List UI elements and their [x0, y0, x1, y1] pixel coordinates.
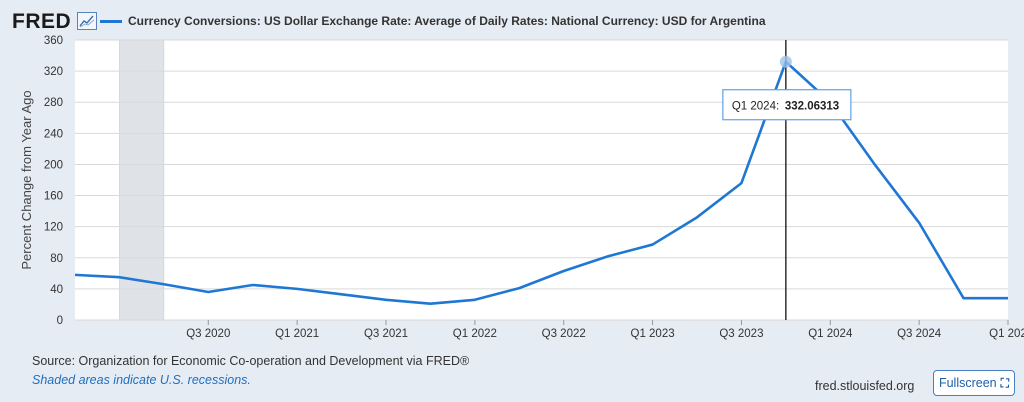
- fullscreen-button[interactable]: Fullscreen ⛶: [933, 370, 1015, 396]
- fullscreen-label: Fullscreen: [938, 376, 997, 390]
- x-tick-label: Q3 2021: [364, 328, 408, 340]
- x-tick-label: Q1 2022: [453, 328, 497, 340]
- chart-header: FRED Currency Conversions: US Dollar Exc…: [0, 0, 1024, 44]
- x-tick-label: Q3 2022: [542, 328, 586, 340]
- expand-icon: ⛶: [1000, 375, 1010, 390]
- plot-area: [75, 40, 1008, 320]
- source-note: Source: Organization for Economic Co-ope…: [32, 354, 470, 368]
- series-line: [74, 60, 1008, 305]
- y-tick-label: 80: [50, 253, 63, 265]
- y-tick-label: 40: [50, 284, 63, 296]
- line-chart[interactable]: 0 40 80 120 160 200 240 280 320 360 Q3 2020 Q1 2021…: [0, 30, 1024, 350]
- x-tick-label: Q3 2020: [186, 328, 230, 340]
- x-tick-label: Q1 2024: [808, 328, 853, 340]
- y-axis-label: Percent Change from Year Ago: [19, 90, 34, 269]
- recession-note[interactable]: Shaded areas indicate U.S. recessions.: [32, 373, 251, 387]
- x-tick-label: Q3 2023: [719, 328, 763, 340]
- y-tick-label: 160: [44, 191, 63, 203]
- y-tick-label: 280: [44, 97, 63, 109]
- legend-swatch: [100, 19, 122, 23]
- chart-legend: Currency Conversions: US Dollar Exchange…: [100, 14, 766, 28]
- x-tick-label: Q3 2024: [897, 328, 942, 340]
- y-tick-label: 0: [57, 315, 63, 327]
- x-tick-label: Q1 202: [989, 328, 1024, 340]
- y-tick-label: 320: [44, 66, 63, 78]
- tooltip-box: [722, 89, 852, 121]
- site-url: fred.stlouisfed.org: [815, 379, 915, 393]
- line-chart-icon[interactable]: [77, 12, 97, 30]
- y-tick-label: 360: [44, 35, 63, 47]
- tooltip-value: 332.06313: [785, 101, 839, 113]
- x-tick-label: Q1 2021: [275, 328, 319, 340]
- y-tick-label: 120: [44, 222, 63, 234]
- tooltip-label: Q1 2024:: [732, 101, 779, 113]
- legend-label: Currency Conversions: US Dollar Exchange…: [128, 14, 766, 28]
- fred-logo[interactable]: FRED: [12, 10, 72, 33]
- x-tick-label: Q1 2023: [631, 328, 675, 340]
- hover-marker: [779, 55, 792, 68]
- y-tick-label: 200: [44, 159, 63, 171]
- y-tick-label: 240: [44, 128, 63, 140]
